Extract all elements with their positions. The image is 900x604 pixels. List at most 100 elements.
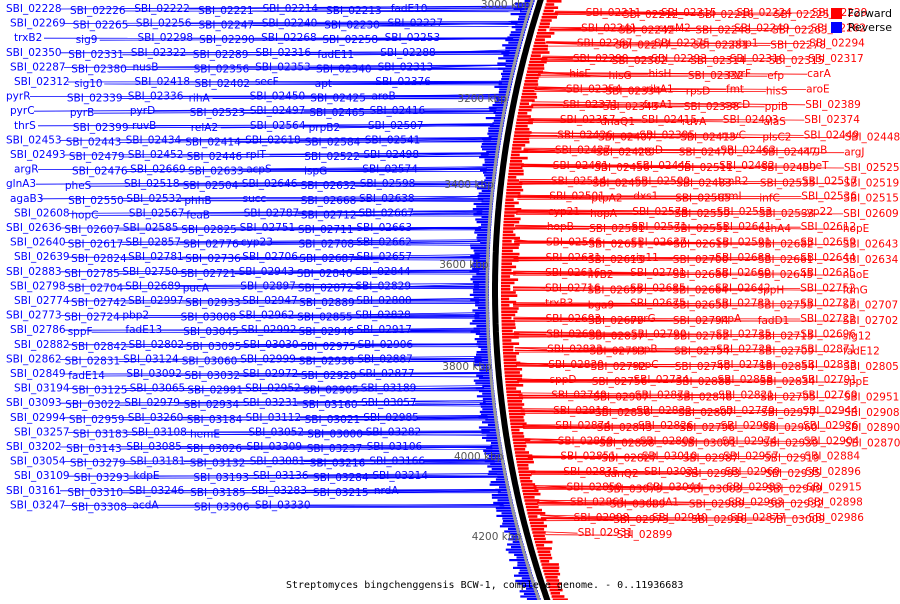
- forward-feature: [505, 205, 515, 208]
- reverse-gene-label: cyp23: [241, 237, 273, 249]
- forward-feature: [509, 416, 523, 419]
- forward-feature: [514, 445, 527, 448]
- forward-feature: [501, 282, 515, 285]
- reverse-gene-label: SBI_03181: [130, 456, 186, 468]
- forward-feature: [524, 83, 538, 86]
- forward-feature: [501, 294, 517, 297]
- forward-gene-label: SBI_02915: [806, 481, 862, 493]
- reverse-gene-label: SBI_02636: [6, 222, 62, 234]
- forward-feature: [523, 493, 541, 496]
- reverse-gene-label: SBI_03215: [313, 487, 369, 499]
- forward-gene-label: alaS: [764, 116, 787, 128]
- forward-feature: [527, 70, 543, 73]
- reverse-gene-label: SBI_02336: [128, 91, 184, 103]
- reverse-gene-label: SBI_02339: [67, 93, 123, 105]
- forward-feature: [504, 368, 522, 371]
- forward-feature: [539, 26, 550, 29]
- forward-gene-label: bga9: [588, 300, 614, 312]
- reverse-gene-label: SBI_02786: [10, 324, 66, 336]
- forward-gene-label: argD: [638, 145, 663, 157]
- reverse-gene-label: SBI_02800: [356, 295, 412, 307]
- reverse-gene-label: SBI_02862: [6, 353, 62, 365]
- reverse-gene-label: SBI_03109: [14, 470, 70, 482]
- reverse-gene-label: pyrD: [130, 105, 155, 117]
- reverse-gene-label: SBI_02946: [299, 326, 355, 338]
- forward-gene-label: sppA: [715, 313, 742, 325]
- reverse-gene-label: SBI_03124: [123, 353, 179, 365]
- reverse-gene-label: SBI_03021: [305, 414, 361, 426]
- forward-feature: [515, 128, 529, 131]
- reverse-gene-label: SBI_03246: [129, 485, 185, 497]
- forward-feature: [540, 22, 550, 25]
- forward-feature: [512, 147, 522, 150]
- forward-feature: [505, 381, 519, 384]
- reverse-gene-label: trxB2: [14, 32, 42, 44]
- reverse-gene-label: SBI_02943: [239, 266, 295, 278]
- forward-feature: [515, 454, 532, 457]
- reverse-gene-label: SBI_02646: [242, 178, 298, 190]
- reverse-gene-label: SBI_02985: [363, 412, 419, 424]
- reverse-gene-label: SBI_02425: [310, 93, 366, 105]
- forward-feature: [521, 99, 535, 102]
- forward-feature: [503, 234, 516, 237]
- forward-feature: [529, 61, 547, 64]
- reverse-gene-label: SBI_03308: [71, 501, 127, 513]
- reverse-gene-label: SBI_02934: [184, 399, 240, 411]
- forward-feature: [502, 259, 519, 262]
- forward-gene-label: SBI_02805: [843, 361, 899, 373]
- forward-feature: [508, 173, 523, 176]
- forward-feature: [512, 432, 524, 435]
- reverse-gene-label: SBI_02742: [71, 297, 127, 309]
- reverse-connector: [415, 403, 486, 404]
- forward-feature: [534, 538, 546, 541]
- forward-gene-label: hopE: [843, 223, 869, 235]
- reverse-gene-label: SBI_02522: [304, 151, 360, 163]
- forward-feature: [508, 179, 520, 182]
- forward-gene-label: SBI_02890: [844, 422, 900, 434]
- forward-gene-label: dnaQ1: [600, 116, 635, 128]
- forward-feature: [542, 16, 557, 19]
- forward-feature: [533, 48, 548, 51]
- forward-feature: [509, 166, 522, 169]
- strand-legend: Forward Reverse: [831, 6, 892, 34]
- forward-feature: [513, 438, 531, 441]
- reverse-gene-label: SBI_03000: [307, 428, 363, 440]
- forward-feature: [511, 150, 528, 153]
- forward-feature: [543, 13, 558, 16]
- reverse-gene-label: SBI_03260: [128, 412, 184, 424]
- forward-feature: [552, 595, 565, 598]
- reverse-gene-label: acdA: [133, 499, 160, 511]
- reverse-gene-label: SBI_02402: [195, 78, 251, 90]
- forward-feature: [504, 365, 517, 368]
- forward-feature: [504, 221, 520, 224]
- reverse-gene-label: SBI_02781: [128, 251, 184, 263]
- forward-feature: [517, 115, 531, 118]
- reverse-gene-label: SBI_02585: [123, 222, 179, 234]
- forward-feature: [518, 467, 529, 470]
- forward-feature: [503, 227, 515, 230]
- reverse-gene-label: SBI_02550: [68, 195, 124, 207]
- forward-gene-label: sppE: [843, 376, 868, 388]
- reverse-gene-label: SBI_02228: [6, 3, 62, 15]
- forward-feature: [545, 576, 557, 579]
- reverse-gene-label: SBI_02751: [240, 222, 296, 234]
- forward-feature: [544, 10, 554, 13]
- forward-gene-label: nuoE: [843, 269, 869, 281]
- reverse-gene-label: SBI_02798: [10, 280, 66, 292]
- reverse-gene-label: SBI_02663: [356, 222, 412, 234]
- forward-gene-label: trxB3: [545, 298, 573, 310]
- reverse-gene-label: SBI_02213: [326, 5, 382, 17]
- forward-feature: [505, 374, 522, 377]
- forward-gene-label: SBI_02951: [844, 392, 900, 404]
- forward-gene-label: echA4: [758, 223, 791, 235]
- reverse-gene-label: succ: [243, 193, 267, 205]
- reverse-gene-label: SBI_02787: [244, 207, 300, 219]
- reverse-gene-label: SBI_02253: [385, 32, 441, 44]
- forward-feature: [506, 387, 516, 390]
- forward-gene-label: pbp1: [732, 38, 759, 50]
- reverse-gene-label: SBI_02518: [124, 178, 180, 190]
- forward-feature: [506, 384, 524, 387]
- forward-feature: [547, 0, 562, 3]
- reverse-gene-label: SBI_02933: [185, 297, 241, 309]
- forward-feature: [506, 390, 521, 393]
